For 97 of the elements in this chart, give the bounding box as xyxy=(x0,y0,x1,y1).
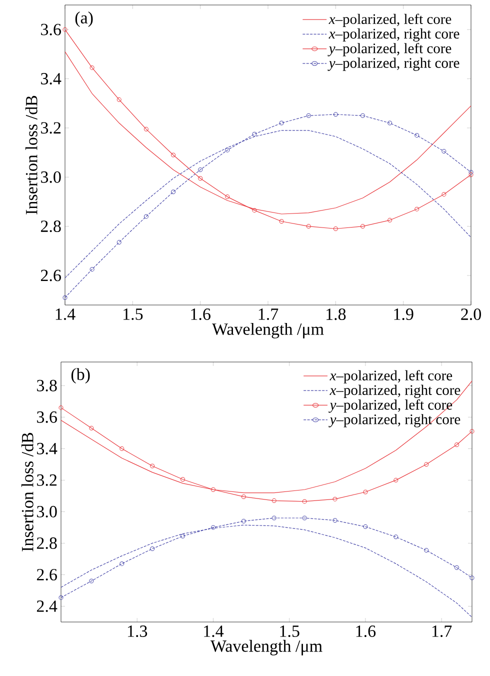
point xyxy=(252,132,257,136)
x-tick-label: 1.6 xyxy=(356,626,376,638)
point xyxy=(62,295,68,300)
point xyxy=(171,190,176,194)
point xyxy=(210,487,216,492)
annotation: (a) xyxy=(75,12,93,27)
legend-label: y–polarized, left core xyxy=(328,42,452,56)
x-tick-label: 1.8 xyxy=(326,308,346,320)
y-tick-label: 2.8 xyxy=(36,537,57,549)
point xyxy=(363,490,368,494)
point xyxy=(302,516,307,520)
x-tick-label: 1.7 xyxy=(432,626,452,637)
point xyxy=(120,561,124,566)
x-axis-title: Wavelength /μm xyxy=(212,322,324,338)
point xyxy=(470,576,474,580)
x-tick-label: 1.3 xyxy=(128,626,148,638)
legend-label: x–polarized, left core xyxy=(330,370,452,384)
point xyxy=(225,148,230,152)
point xyxy=(180,534,186,538)
point xyxy=(360,224,365,229)
y-tick-label: 2.6 xyxy=(36,568,57,580)
point xyxy=(302,499,307,504)
point xyxy=(252,208,257,213)
point xyxy=(150,464,155,468)
point xyxy=(198,167,203,172)
point xyxy=(241,494,246,499)
y-tick-label: 3.6 xyxy=(41,24,61,36)
point xyxy=(306,113,311,118)
x-tick-label: 1.5 xyxy=(280,626,300,637)
y-tick-label: 3.0 xyxy=(41,171,61,183)
point xyxy=(272,516,276,520)
point xyxy=(394,478,398,482)
point xyxy=(89,578,94,584)
point xyxy=(272,498,276,503)
x-tick-label: 1.7 xyxy=(258,308,278,320)
point xyxy=(279,219,284,224)
point xyxy=(180,477,186,482)
x-tick-label: 2.0 xyxy=(461,308,481,320)
x-tick-label: 1.9 xyxy=(394,308,414,320)
x-tick-label: 1.4 xyxy=(204,626,224,637)
point xyxy=(144,126,148,132)
point xyxy=(144,214,148,219)
point xyxy=(424,548,429,553)
point xyxy=(360,113,365,118)
y-tick-label: 3.6 xyxy=(37,411,57,423)
point xyxy=(241,518,246,524)
point xyxy=(116,97,122,102)
point xyxy=(89,426,94,430)
point xyxy=(116,240,122,245)
point xyxy=(454,565,460,570)
y-tick-label: 2.8 xyxy=(40,220,61,232)
x-tick-label: 1.6 xyxy=(191,308,210,320)
point xyxy=(414,133,420,138)
y-tick-label: 3.8 xyxy=(37,380,57,392)
point xyxy=(414,206,420,212)
y-tick-label: 2.6 xyxy=(40,270,61,282)
point xyxy=(394,534,398,540)
point xyxy=(388,218,392,222)
point xyxy=(198,176,203,181)
x-tick-label: 1.4 xyxy=(56,308,76,320)
point xyxy=(388,120,392,126)
y-tick-label: 3.0 xyxy=(37,506,57,518)
point xyxy=(363,524,368,529)
point xyxy=(468,170,474,174)
y-axis-title: Insertion loss /dB xyxy=(25,96,38,214)
x-axis-title: Wavelength /μm xyxy=(210,640,322,656)
point xyxy=(332,518,338,523)
point xyxy=(442,192,446,197)
y-tick-label: 3.2 xyxy=(41,122,61,134)
legend-label: x–polarized, right core xyxy=(328,28,460,42)
y-tick-label: 3.2 xyxy=(37,474,57,486)
point xyxy=(333,112,338,117)
legend-label: y–polarized, right core xyxy=(328,414,460,428)
point xyxy=(171,152,176,158)
point xyxy=(279,120,284,126)
point xyxy=(442,149,446,154)
y-tick-label: 2.4 xyxy=(36,600,58,612)
legend-label: y–polarized, right core xyxy=(328,58,460,71)
point xyxy=(333,226,338,232)
y-tick-label: 3.4 xyxy=(41,73,62,85)
point xyxy=(120,446,124,451)
point xyxy=(424,462,429,467)
x-tick-label: 1.5 xyxy=(124,308,143,320)
point xyxy=(332,496,338,502)
legend-label: x–polarized, right core xyxy=(330,384,460,398)
point xyxy=(90,65,94,70)
y-axis-title: Insertion loss /dB xyxy=(21,432,34,552)
point xyxy=(90,267,94,272)
y-tick-label: 3.4 xyxy=(37,442,58,454)
point xyxy=(150,546,155,551)
point xyxy=(454,442,460,447)
legend-label: x–polarized, left core xyxy=(328,14,452,27)
annotation: (b) xyxy=(71,368,90,384)
point xyxy=(306,224,311,229)
point xyxy=(58,595,64,600)
point xyxy=(225,194,230,200)
point xyxy=(210,525,216,530)
